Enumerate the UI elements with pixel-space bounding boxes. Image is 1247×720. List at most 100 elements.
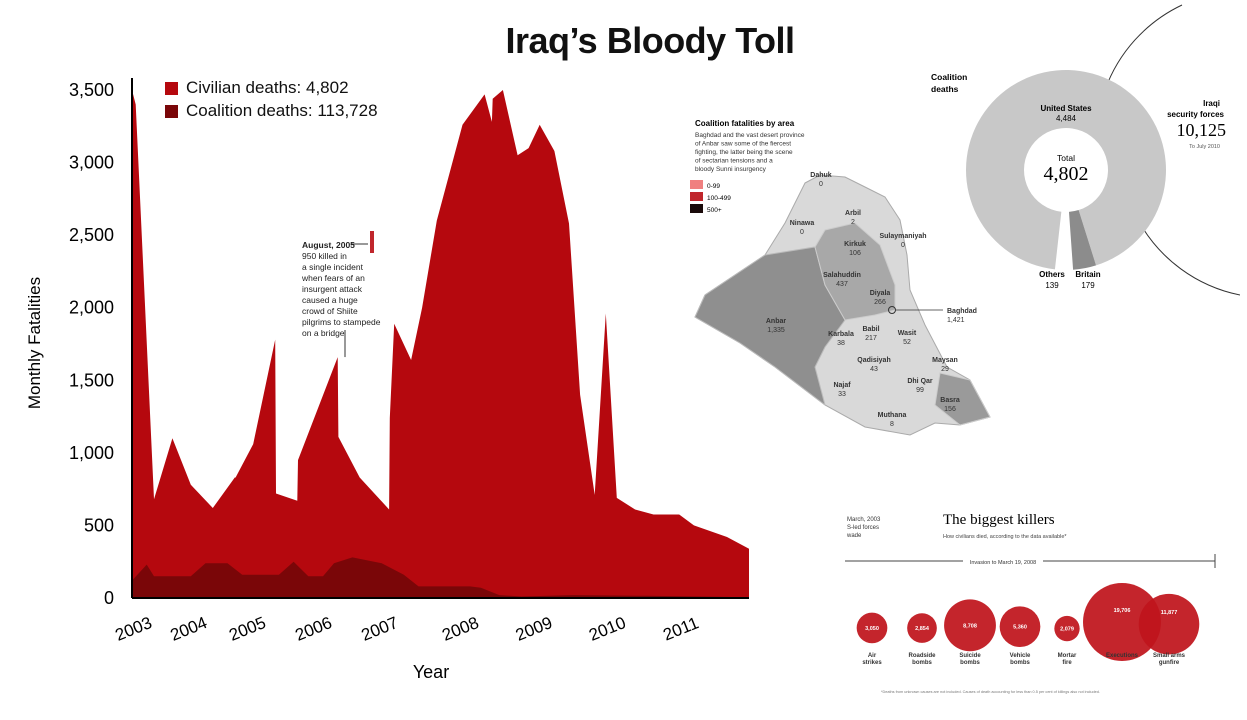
bubble-label: Suicide: [959, 653, 981, 659]
bubble-label: bombs: [1010, 660, 1030, 666]
map-province-basra: [934, 372, 991, 426]
annotation-marker: [370, 231, 374, 253]
bubble-value: 2,079: [1060, 627, 1074, 633]
x-tick-label: 2005: [226, 613, 268, 645]
security-forces-label: security forces: [1167, 110, 1224, 119]
map-description-line: fighting, the latter being the scene: [695, 149, 793, 156]
map-province-name: Muthana: [878, 412, 907, 419]
bubble: [1054, 615, 1080, 642]
map-marker-baghdad: [888, 306, 896, 314]
map-province-name: Anbar: [766, 318, 787, 325]
map-province-value: 52: [903, 339, 911, 346]
timeline-label-bg: [963, 556, 1043, 566]
security-forces-value: 10,125: [1177, 120, 1227, 140]
y-tick-label: 2,500: [69, 225, 114, 245]
y-tick-label: 0: [104, 588, 114, 608]
bubble-label: Executions: [1106, 653, 1139, 659]
map-province-name: Maysan: [932, 357, 958, 364]
map-province-value: 0: [901, 242, 905, 249]
timeline-left-line: March, 2003: [847, 517, 881, 523]
bubble-label: Mortar: [1058, 653, 1077, 659]
biggest-killers-bubbles: The biggest killers How civilians died, a…: [845, 512, 1216, 694]
y-tick-label: 2,000: [69, 298, 114, 318]
x-tick-label: 2006: [292, 613, 334, 645]
bubble-value: 5,360: [1013, 625, 1027, 631]
annotation-line: crowd of Shiite: [302, 306, 358, 316]
bubble-value: 8,708: [963, 623, 977, 629]
map-province-name: Karbala: [828, 331, 854, 338]
map-description-line: Baghdad and the vast desert province: [695, 132, 805, 139]
map-description-line: of sectarian tensions and a: [695, 158, 773, 165]
timeline-left-line: S-led forces: [847, 525, 879, 531]
map-province-name: Salahuddin: [823, 272, 861, 279]
x-tick-label: 2007: [359, 613, 401, 645]
x-tick-label: 2011: [660, 613, 701, 644]
area-series-coalition: [132, 557, 749, 598]
annotation-line: when fears of an: [301, 273, 365, 283]
security-forces-label: Iraqi: [1203, 99, 1220, 108]
map-province-central: [814, 222, 896, 321]
annotation-line: August, 2005: [302, 240, 355, 250]
map-legend-swatch: [690, 204, 703, 213]
map-province-name: Basra: [940, 397, 960, 404]
legend-swatch-civilian: [165, 81, 178, 95]
map-province-value: 0: [800, 229, 804, 236]
map-province-name: Babil: [862, 326, 879, 333]
donut-label-britain: Britain: [1075, 270, 1100, 279]
bubble-label: Small arms: [1153, 653, 1186, 659]
donut-label-us: United States: [1040, 104, 1092, 113]
map-province-name: Arbil: [845, 210, 861, 217]
bubble-label: gunfire: [1159, 660, 1180, 666]
outer-arc-top: [1104, 4, 1183, 91]
map-province-value: 1,335: [767, 327, 785, 334]
map-province-value: 43: [870, 366, 878, 373]
coalition-fatalities-map: Coalition fatalities by area Baghdad and …: [690, 119, 991, 436]
bubble: [856, 612, 888, 644]
bubble-value: 2,854: [915, 626, 930, 632]
map-province-value: 8: [890, 421, 894, 428]
bubble-label: bombs: [960, 660, 980, 666]
donut-center-label: Total: [1057, 153, 1075, 163]
area-series-civilian: [132, 90, 749, 598]
bubble: [907, 613, 937, 643]
donut-label-others: Others: [1039, 270, 1065, 279]
annotation-line: insurgent attack: [302, 284, 363, 294]
annotation-line: caused a huge: [302, 295, 358, 305]
legend-label-coalition: Coalition deaths: 113,728: [186, 101, 378, 120]
map-legend-label: 500+: [707, 207, 722, 214]
legend-swatch-coalition: [165, 104, 178, 118]
map-title: Coalition fatalities by area: [695, 119, 795, 128]
bubble-label: strikes: [862, 660, 882, 666]
map-description-line: bloody Sunni insurgency: [695, 166, 767, 173]
donut-title-line: deaths: [931, 84, 959, 94]
map-legend-swatch: [690, 180, 703, 189]
y-tick-label: 3,500: [69, 80, 114, 100]
map-province-name: Sulaymaniyah: [879, 233, 926, 240]
map-province-value: 437: [836, 281, 848, 288]
bubble-value: 19,706: [1114, 608, 1131, 614]
y-tick-label: 500: [84, 515, 114, 535]
legend-label-civilian: Civilian deaths: 4,802: [186, 78, 349, 97]
map-province-name: Wasit: [898, 330, 917, 337]
donut-slice: [1068, 210, 1097, 270]
map-legend-label: 100-499: [707, 195, 731, 202]
bubble: [999, 606, 1041, 648]
main-area-chart: 0 500 1,000 1,500 2,000 2,500 3,000 3,500 2003 2…: [25, 78, 749, 682]
bubble-label: Vehicle: [1010, 653, 1031, 659]
map-province-value: 33: [838, 391, 846, 398]
bubble-label: Roadside: [908, 653, 936, 659]
map-province-name: Kirkuk: [844, 241, 866, 248]
donut-value-others: 139: [1045, 281, 1059, 290]
map-province-value: 266: [874, 299, 886, 306]
donut-center-value: 4,802: [1044, 163, 1089, 185]
map-province-value: 1,421: [947, 317, 965, 324]
x-tick-label: 2009: [513, 613, 555, 645]
map-province-value: 38: [837, 340, 845, 347]
y-tick-label: 3,000: [69, 153, 114, 173]
outer-arc-bottom: [1137, 219, 1240, 296]
map-province-value: 29: [941, 366, 949, 373]
x-axis-label: Year: [413, 662, 449, 682]
donut-value-britain: 179: [1081, 281, 1095, 290]
map-legend-swatch: [690, 192, 703, 201]
annotation-line: 950 killed in: [302, 251, 347, 261]
